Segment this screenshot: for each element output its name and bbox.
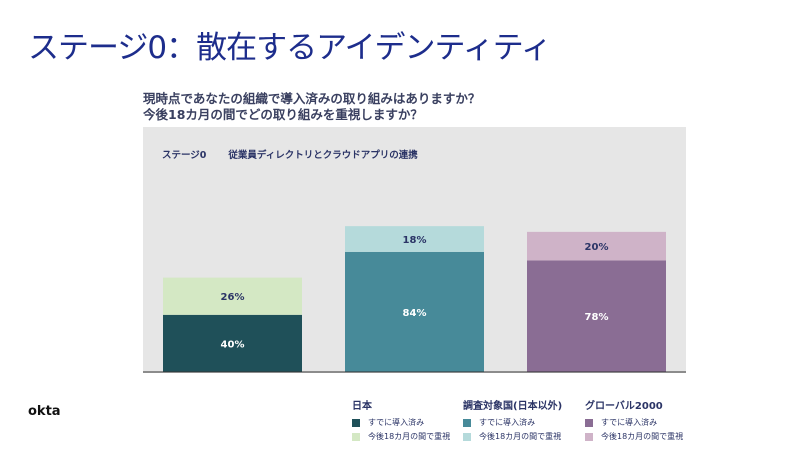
legend-label: 今後18カ月の間で重視 (479, 432, 562, 441)
legend-swatch (352, 418, 360, 427)
data-label: 18% (403, 235, 427, 246)
legend-item: 今後18カ月の間で重視 (585, 431, 683, 442)
legend-item: 今後18カ月の間で重視 (463, 431, 562, 442)
bar-segment (345, 226, 484, 252)
slide-title: ステージ0：散在するアイデンティティ (28, 30, 552, 66)
data-label: 26% (221, 292, 245, 303)
legend-item: 今後18カ月の間で重視 (352, 431, 450, 442)
data-label: 78% (585, 312, 609, 323)
legend-label: すでに導入済み (479, 418, 536, 427)
legend-swatch (463, 418, 471, 427)
legend-title: グローバル2000 (585, 401, 663, 412)
data-label: 84% (403, 308, 427, 319)
bar-segment (527, 231, 666, 261)
bar-segment (345, 251, 484, 372)
legend-item: すでに導入済み (585, 417, 683, 428)
stage-heading: ステージ0 従業員ディレクトリとクラウドアプリの連携 (162, 147, 440, 161)
legend-group: グローバル2000 すでに導入済み今後18カ月の間で重視 (585, 397, 683, 445)
bar-segment (163, 277, 302, 315)
legend-title: 日本 (352, 401, 372, 412)
legend-item: すでに導入済み (352, 417, 450, 428)
data-label: 20% (585, 242, 609, 253)
legend-label: 今後18カ月の間で重視 (601, 432, 684, 441)
legend-group: 調査対象国(日本以外) すでに導入済み今後18カ月の間で重視 (463, 397, 562, 445)
bar-segment (163, 314, 302, 372)
legend-label: 今後18カ月の間で重視 (368, 432, 451, 441)
stage-description: 従業員ディレクトリとクラウドアプリの連携 (228, 150, 418, 161)
okta-logo: okta (28, 404, 61, 419)
question-1: 現時点であなたの組織で導入済みの取り組みはありますか？ (143, 91, 481, 106)
legend-label: すでに導入済み (601, 418, 658, 427)
legend-title: 調査対象国(日本以外) (463, 401, 563, 412)
data-label: 40% (221, 339, 245, 350)
question-2: 今後18カ月の間でどの取り組みを重視しますか？ (143, 107, 423, 122)
stage-label: ステージ0 (162, 150, 207, 161)
bar-segment (527, 260, 666, 372)
legend-group: 日本すでに導入済み今後18カ月の間で重視 (352, 397, 450, 445)
legend-label: すでに導入済み (368, 418, 425, 427)
legend-swatch (585, 432, 593, 441)
legend-swatch (352, 432, 360, 441)
legend-swatch (463, 432, 471, 441)
legend-item: すでに導入済み (463, 417, 562, 428)
legend-swatch (585, 418, 593, 427)
